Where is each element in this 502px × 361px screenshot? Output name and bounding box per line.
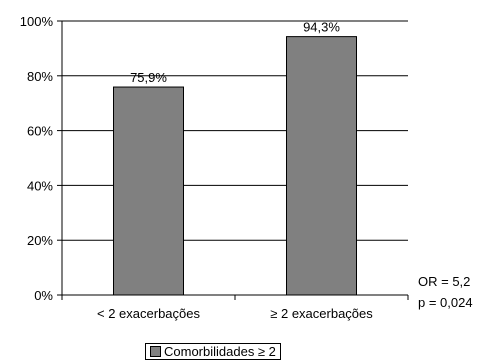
legend: Comorbilidades ≥ 2 [145, 343, 281, 360]
data-label: 75,9% [130, 70, 167, 85]
legend-swatch [150, 346, 161, 357]
legend-label: Comorbilidades ≥ 2 [164, 344, 276, 359]
y-tick-label: 0% [34, 288, 53, 303]
y-tick-label: 100% [20, 14, 54, 29]
x-category-label: ≥ 2 exacerbações [270, 306, 373, 321]
x-category-labels: < 2 exacerbações ≥ 2 exacerbações [97, 306, 373, 321]
y-tick-labels: 0% 20% 40% 60% 80% 100% [20, 14, 54, 303]
y-tick-label: 20% [27, 233, 53, 248]
bar [113, 86, 184, 296]
y-tick-label: 80% [27, 69, 53, 84]
axes [57, 20, 409, 300]
data-label: 94,3% [303, 20, 340, 35]
odds-ratio-annotation: OR = 5,2 [418, 274, 471, 289]
y-tick-label: 60% [27, 124, 53, 139]
p-value-annotation: p = 0,024 [418, 295, 473, 310]
bars [113, 36, 357, 296]
bar [286, 36, 357, 296]
data-labels: 75,9% 94,3% [130, 20, 340, 85]
x-category-label: < 2 exacerbações [97, 306, 200, 321]
y-tick-label: 40% [27, 178, 53, 193]
